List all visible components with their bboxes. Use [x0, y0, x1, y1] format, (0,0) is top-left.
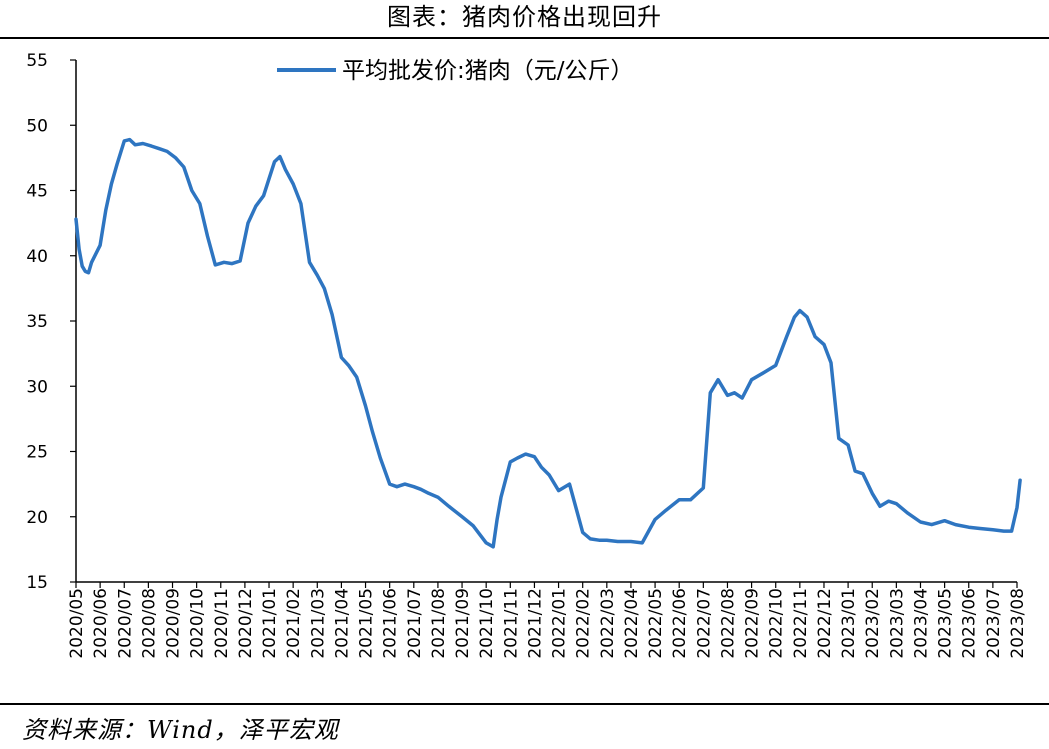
x-tick-label: 2022/02 — [574, 588, 594, 659]
x-tick-label: 2021/04 — [332, 588, 352, 659]
y-axis: 15 20 25 30 35 40 45 50 55 — [26, 51, 77, 593]
page-title: 图表：猪肉价格出现回升 — [387, 3, 662, 31]
x-tick-label: 2021/07 — [405, 588, 425, 659]
x-tick-label: 2022/01 — [550, 588, 570, 659]
x-tick-label: 2020/05 — [67, 588, 87, 659]
x-tick-label: 2022/09 — [743, 588, 763, 659]
x-tick-label: 2022/04 — [622, 588, 642, 659]
x-tick-label: 2023/07 — [984, 588, 1004, 659]
x-tick-label: 2021/01 — [260, 588, 280, 659]
x-tick-label: 2022/11 — [791, 588, 811, 659]
chart-legend: 平均批发价:猪肉（元/公斤） — [277, 58, 634, 84]
x-tick-label: 2021/03 — [308, 588, 328, 659]
y-tick-label: 40 — [26, 247, 48, 267]
source-note: 资料来源：Wind，泽平宏观 — [22, 716, 339, 744]
x-tick-label: 2021/09 — [453, 588, 473, 659]
y-tick-label: 35 — [26, 312, 48, 332]
x-tick-label: 2020/09 — [164, 588, 184, 659]
y-tick-label: 55 — [26, 51, 48, 71]
x-tick-label: 2020/08 — [139, 588, 159, 659]
y-tick-label: 20 — [26, 508, 48, 528]
x-tick-label: 2021/05 — [357, 588, 377, 659]
y-tick-label: 25 — [26, 443, 48, 463]
series-layer — [74, 137, 1022, 549]
x-tick-label: 2023/03 — [887, 588, 907, 659]
footer-divider — [0, 703, 1049, 705]
x-tick-label: 2023/05 — [936, 588, 956, 659]
x-tick-label: 2022/03 — [598, 588, 618, 659]
x-tick-label: 2023/02 — [863, 588, 883, 659]
x-tick-label: 2023/06 — [960, 588, 980, 659]
y-tick-label: 50 — [26, 116, 48, 136]
y-tick-label: 30 — [26, 377, 48, 397]
x-tick-label: 2023/08 — [1008, 588, 1028, 659]
x-tick-label: 2021/10 — [477, 588, 497, 659]
x-tick-label: 2020/07 — [115, 588, 135, 659]
x-tick-label: 2022/10 — [767, 588, 787, 659]
x-tick-label: 2022/12 — [815, 588, 835, 659]
x-tick-label: 2021/02 — [284, 588, 304, 659]
series-line — [74, 137, 1022, 549]
y-tick-label: 15 — [26, 573, 48, 593]
y-tick-label: 45 — [26, 182, 48, 202]
x-tick-label: 2020/06 — [91, 588, 111, 659]
x-tick-label: 2021/12 — [525, 588, 545, 659]
x-tick-label: 2022/06 — [670, 588, 690, 659]
x-tick-label: 2021/08 — [429, 588, 449, 659]
x-tick-label: 2021/11 — [501, 588, 521, 659]
x-tick-label: 2022/05 — [646, 588, 666, 659]
x-tick-label: 2020/10 — [188, 588, 208, 659]
x-tick-label: 2023/04 — [911, 588, 931, 659]
x-tick-label: 2023/01 — [839, 588, 859, 659]
legend-label: 平均批发价:猪肉（元/公斤） — [342, 58, 634, 84]
x-tick-label: 2021/06 — [381, 588, 401, 659]
line-chart: 平均批发价:猪肉（元/公斤） 15 20 25 30 35 40 45 50 55 2020/0… — [26, 51, 1028, 659]
x-tick-label: 2022/07 — [694, 588, 714, 659]
x-tick-label: 2022/08 — [718, 588, 738, 659]
header-divider — [0, 37, 1049, 39]
x-tick-label: 2020/12 — [236, 588, 256, 659]
x-axis: 2020/05 2020/06 2020/07 2020/08 2020/09 2020/… — [67, 581, 1028, 659]
x-tick-label: 2020/11 — [212, 588, 232, 659]
